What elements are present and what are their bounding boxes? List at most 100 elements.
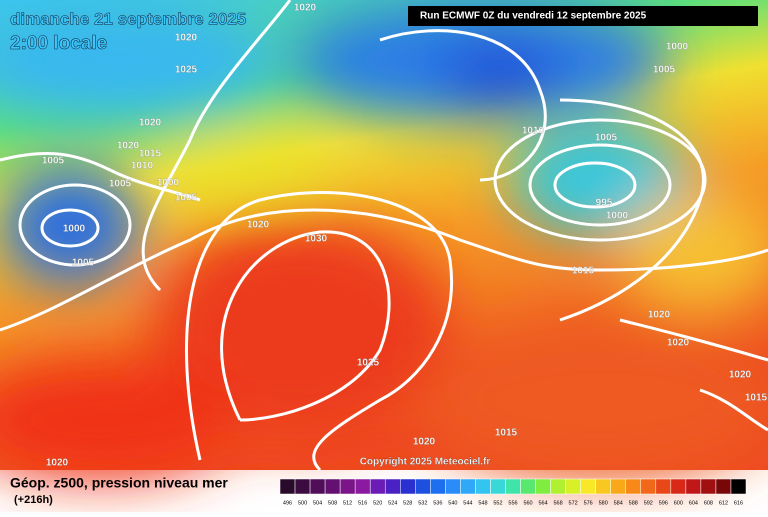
scale-label: 520: [373, 500, 382, 506]
isobar-label: 1020: [247, 220, 270, 231]
scale-label: 612: [719, 500, 728, 506]
field-shading: [0, 0, 768, 480]
scale-swatch: [294, 478, 311, 495]
isobar-label: 1020: [175, 33, 198, 44]
isobars: [0, 0, 768, 470]
isobar-labels: 1020 1020 1025 1020 1020 1015 1010 1005 1005 1000…: [42, 2, 768, 469]
scale-label: 584: [614, 500, 623, 506]
scale-swatch: [279, 478, 296, 495]
scale-swatch: [565, 478, 581, 495]
scale-swatch: [610, 478, 626, 495]
scale-swatch: [535, 478, 551, 495]
scale-label: 600: [674, 500, 683, 506]
scale-swatch: [475, 478, 491, 495]
scale-label: 616: [734, 500, 743, 506]
isobar-label: 1025: [175, 65, 198, 76]
scale-swatch: [730, 478, 747, 495]
scale-label: 496: [283, 500, 292, 506]
scale-label: 592: [644, 500, 653, 506]
isobar-label: 1020: [294, 3, 317, 14]
scale-label: 564: [538, 500, 547, 506]
isobar-label: 1000: [606, 211, 629, 222]
color-scale: 496 500 504 508 512 516 520 524 528 532 536 540 544 5…: [279, 478, 747, 506]
scale-label: 556: [508, 500, 517, 506]
scale-label: 548: [478, 500, 487, 506]
scale-label: 576: [584, 500, 593, 506]
isobar-label: 1005: [42, 156, 65, 167]
isobar-label: 1020: [648, 310, 671, 321]
scale-swatch: [445, 478, 461, 495]
scale-swatch: [580, 478, 596, 495]
isobar-label: 1000: [63, 224, 86, 235]
scale-label: 552: [493, 500, 502, 506]
scale-label: 528: [403, 500, 412, 506]
scale-swatch: [625, 478, 642, 495]
isobar-label: 1005: [109, 179, 132, 190]
isobar-label: 995: [596, 198, 613, 209]
scale-label: 572: [569, 500, 578, 506]
isobar-label: 1020: [139, 118, 162, 129]
isobar-label: 1020: [667, 338, 690, 349]
scale-swatch: [339, 478, 356, 495]
scale-swatch: [505, 478, 521, 495]
copyright: Copyright 2025 Meteociel.fr: [360, 457, 491, 468]
isobar-label: 1030: [305, 234, 328, 245]
scale-swatch: [550, 478, 566, 495]
isobar-label: 1000: [157, 178, 180, 189]
isobar-label: 1015: [572, 266, 595, 277]
scale-swatch: [354, 478, 371, 495]
scale-swatch: [685, 478, 702, 495]
scale-swatch: [520, 478, 536, 495]
scale-label: 608: [704, 500, 713, 506]
scale-label: 560: [523, 500, 532, 506]
isobar-label: 1010: [522, 126, 545, 137]
scale-swatch: [655, 478, 672, 495]
isobar-label: 1000: [666, 42, 689, 53]
scale-label: 604: [689, 500, 698, 506]
scale-label: 540: [448, 500, 457, 506]
scale-label: 512: [343, 500, 352, 506]
isobar-label: 1020: [413, 437, 436, 448]
lead-time: (+216h): [14, 494, 53, 506]
isobar-label: 1015: [745, 393, 768, 404]
scale-swatch: [430, 478, 446, 495]
isobar-label: 1010: [131, 161, 154, 172]
scale-swatch: [595, 478, 611, 495]
scale-label: 516: [358, 500, 367, 506]
isobar-label: 1020: [117, 141, 140, 152]
run-box: [408, 6, 758, 26]
scale-swatch: [715, 478, 732, 495]
isobar-label: 1005: [72, 258, 95, 269]
scale-label: 568: [554, 500, 563, 506]
scale-swatch: [640, 478, 657, 495]
scale-label: 536: [433, 500, 442, 506]
scale-label: 580: [599, 500, 608, 506]
scale-swatch: [384, 478, 401, 495]
scale-label: 504: [313, 500, 322, 506]
isobar-label: 1015: [495, 428, 518, 439]
scale-label: 596: [659, 500, 668, 506]
isobar-label: 1020: [46, 458, 69, 469]
forecast-date: dimanche 21 septembre 2025: [10, 9, 246, 28]
scale-label: 588: [629, 500, 638, 506]
scale-label: 508: [328, 500, 337, 506]
scale-swatch: [400, 478, 416, 495]
scale-label: 500: [298, 500, 307, 506]
scale-label: 544: [463, 500, 472, 506]
isobar-label: 1020: [729, 370, 752, 381]
isobar-label: 1005: [595, 133, 618, 144]
scale-label: 532: [418, 500, 427, 506]
isobar-label: 1005: [175, 193, 198, 204]
forecast-time: 2:00 locale: [10, 33, 107, 54]
legend-title: Géop. z500, pression niveau mer: [10, 475, 228, 491]
isobar-label: 1005: [653, 65, 676, 76]
scale-swatch: [369, 478, 386, 495]
scale-swatch: [324, 478, 341, 495]
scale-label: 524: [388, 500, 397, 506]
scale-swatch: [460, 478, 476, 495]
scale-swatch: [700, 478, 717, 495]
isobar-label: 1025: [357, 358, 380, 369]
scale-swatch: [309, 478, 326, 495]
